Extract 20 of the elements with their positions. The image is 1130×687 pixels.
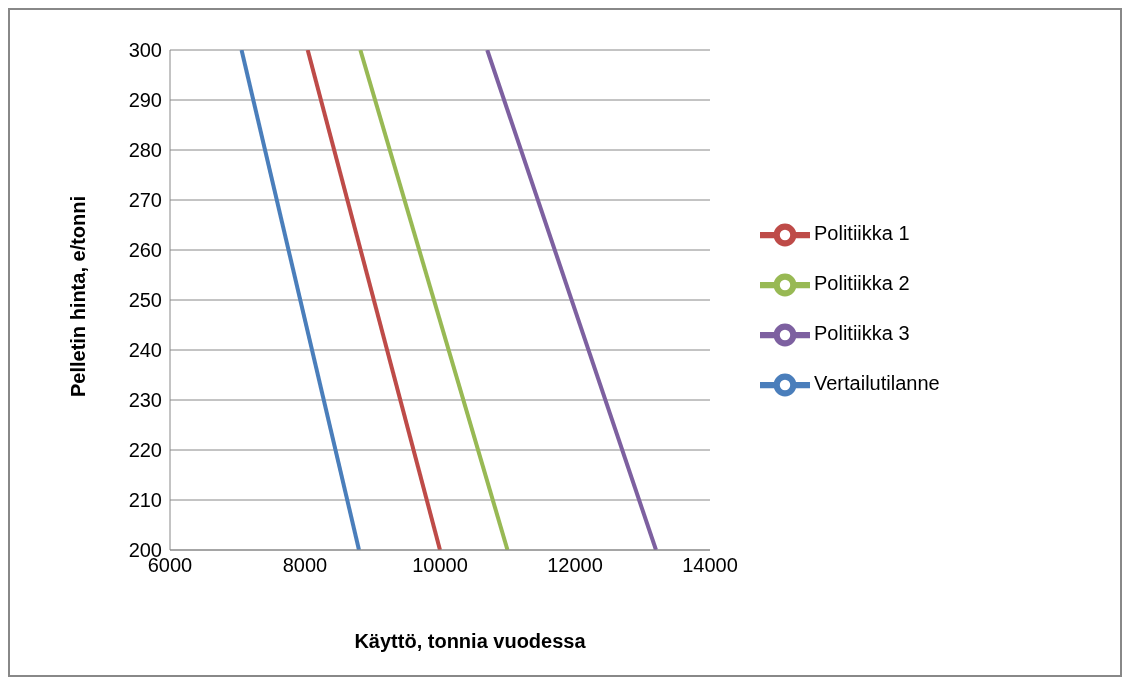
x-tick-label: 12000 (547, 554, 603, 577)
y-tick-label: 280 (128, 139, 162, 162)
y-tick-label: 300 (128, 39, 162, 62)
x-tick-label: 14000 (682, 554, 738, 577)
y-tick-label: 250 (128, 289, 162, 312)
x-tick-label: 10000 (412, 554, 468, 577)
legend-label: Politiikka 3 (814, 322, 910, 345)
y-tick-label: 290 (128, 89, 162, 112)
y-tick-label: 210 (128, 489, 162, 512)
y-tick-label: 240 (128, 339, 162, 362)
legend-label: Politiikka 1 (814, 222, 910, 245)
y-tick-label: 270 (128, 189, 162, 212)
legend-label: Vertailutilanne (814, 372, 940, 395)
y-tick-label: 230 (128, 389, 162, 412)
y-tick-label: 220 (128, 439, 162, 462)
x-tick-label: 8000 (282, 554, 328, 577)
y-axis-title: Pelletin hinta, e/tonni (66, 194, 90, 400)
x-axis-title: Käyttö, tonnia vuodessa (353, 630, 587, 653)
legend-label: Politiikka 2 (814, 272, 910, 295)
y-tick-label: 260 (128, 239, 162, 262)
